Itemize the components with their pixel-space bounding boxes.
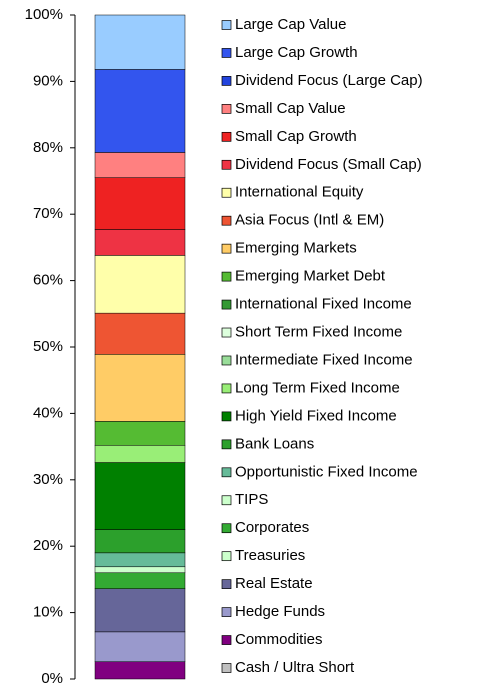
legend-label: Dividend Focus (Small Cap) <box>235 156 422 173</box>
legend-swatch <box>221 495 232 506</box>
legend-swatch <box>221 607 232 617</box>
legend-swatch <box>221 523 232 534</box>
legend-swatch <box>221 411 232 422</box>
legend-swatch <box>221 355 232 366</box>
legend-swatch <box>221 635 232 645</box>
legend-label: Commodities <box>235 631 323 648</box>
legend-swatch <box>221 159 232 170</box>
legend-swatch <box>221 663 232 673</box>
bar-segment <box>94 312 186 355</box>
legend-swatch <box>221 243 232 254</box>
y-tick-label: 70% <box>33 205 63 222</box>
bar-segment <box>94 445 186 463</box>
legend-swatch <box>221 48 232 58</box>
legend-swatch <box>221 187 232 198</box>
legend-swatch <box>221 20 232 30</box>
legend-label: Cash / Ultra Short <box>235 659 355 676</box>
legend-label: Real Estate <box>235 575 313 592</box>
legend-swatch <box>221 327 232 338</box>
legend-swatch <box>221 439 232 450</box>
legend-label: Intermediate Fixed Income <box>235 351 413 368</box>
y-tick-label: 30% <box>33 471 63 488</box>
y-tick-label: 50% <box>33 338 63 355</box>
y-tick-label: 10% <box>33 604 63 621</box>
legend-label: Emerging Markets <box>235 240 357 257</box>
bar-segment <box>94 631 186 662</box>
legend-label: Treasuries <box>235 547 305 564</box>
legend-label: Large Cap Value <box>235 16 346 33</box>
bar-segment <box>94 229 186 256</box>
bar-segment <box>94 354 186 422</box>
legend-label: Bank Loans <box>235 435 314 452</box>
bar-segment <box>94 177 186 230</box>
bar-segment <box>94 421 186 446</box>
legend-label: Opportunistic Fixed Income <box>235 463 418 480</box>
legend-swatch <box>221 76 232 86</box>
bar-segment <box>94 462 186 530</box>
legend-label: International Equity <box>235 184 364 201</box>
bar-segment <box>94 255 186 314</box>
legend-label: Asia Focus (Intl & EM) <box>235 212 384 229</box>
legend-label: TIPS <box>235 491 268 508</box>
legend-label: Emerging Market Debt <box>235 268 386 285</box>
legend-swatch <box>221 215 232 226</box>
bar-segment <box>94 661 186 680</box>
y-tick-label: 40% <box>33 404 63 421</box>
legend-label: Hedge Funds <box>235 603 325 620</box>
legend-swatch <box>221 383 232 394</box>
legend-label: Small Cap Value <box>235 100 346 117</box>
legend-swatch <box>221 299 232 310</box>
legend-swatch <box>221 551 232 562</box>
legend-swatch <box>221 467 232 478</box>
legend-label: International Fixed Income <box>235 296 412 313</box>
legend-swatch <box>221 131 232 142</box>
y-tick-label: 60% <box>33 272 63 289</box>
bar-segment <box>94 152 186 178</box>
legend-swatch <box>221 104 232 114</box>
y-tick-label: 20% <box>33 537 63 554</box>
legend-label: Dividend Focus (Large Cap) <box>235 72 423 89</box>
y-tick-label: 0% <box>41 670 63 686</box>
y-tick-label: 90% <box>33 72 63 89</box>
bar-segment <box>94 529 186 554</box>
bar-segment <box>94 14 186 70</box>
legend-swatch <box>221 579 232 589</box>
bar-segment <box>94 572 186 589</box>
bar-segment <box>94 69 186 153</box>
legend-label: Corporates <box>235 519 309 536</box>
y-tick-label: 80% <box>33 139 63 156</box>
legend-label: Short Term Fixed Income <box>235 323 402 340</box>
bar-segment <box>94 588 186 633</box>
legend-label: Long Term Fixed Income <box>235 379 400 396</box>
legend-swatch <box>221 271 232 282</box>
legend-label: High Yield Fixed Income <box>235 407 397 424</box>
bar-segment <box>94 552 186 568</box>
bar-segment <box>94 566 186 574</box>
y-tick-label: 100% <box>25 6 63 23</box>
legend-label: Small Cap Growth <box>235 128 357 145</box>
legend-label: Large Cap Growth <box>235 44 358 61</box>
